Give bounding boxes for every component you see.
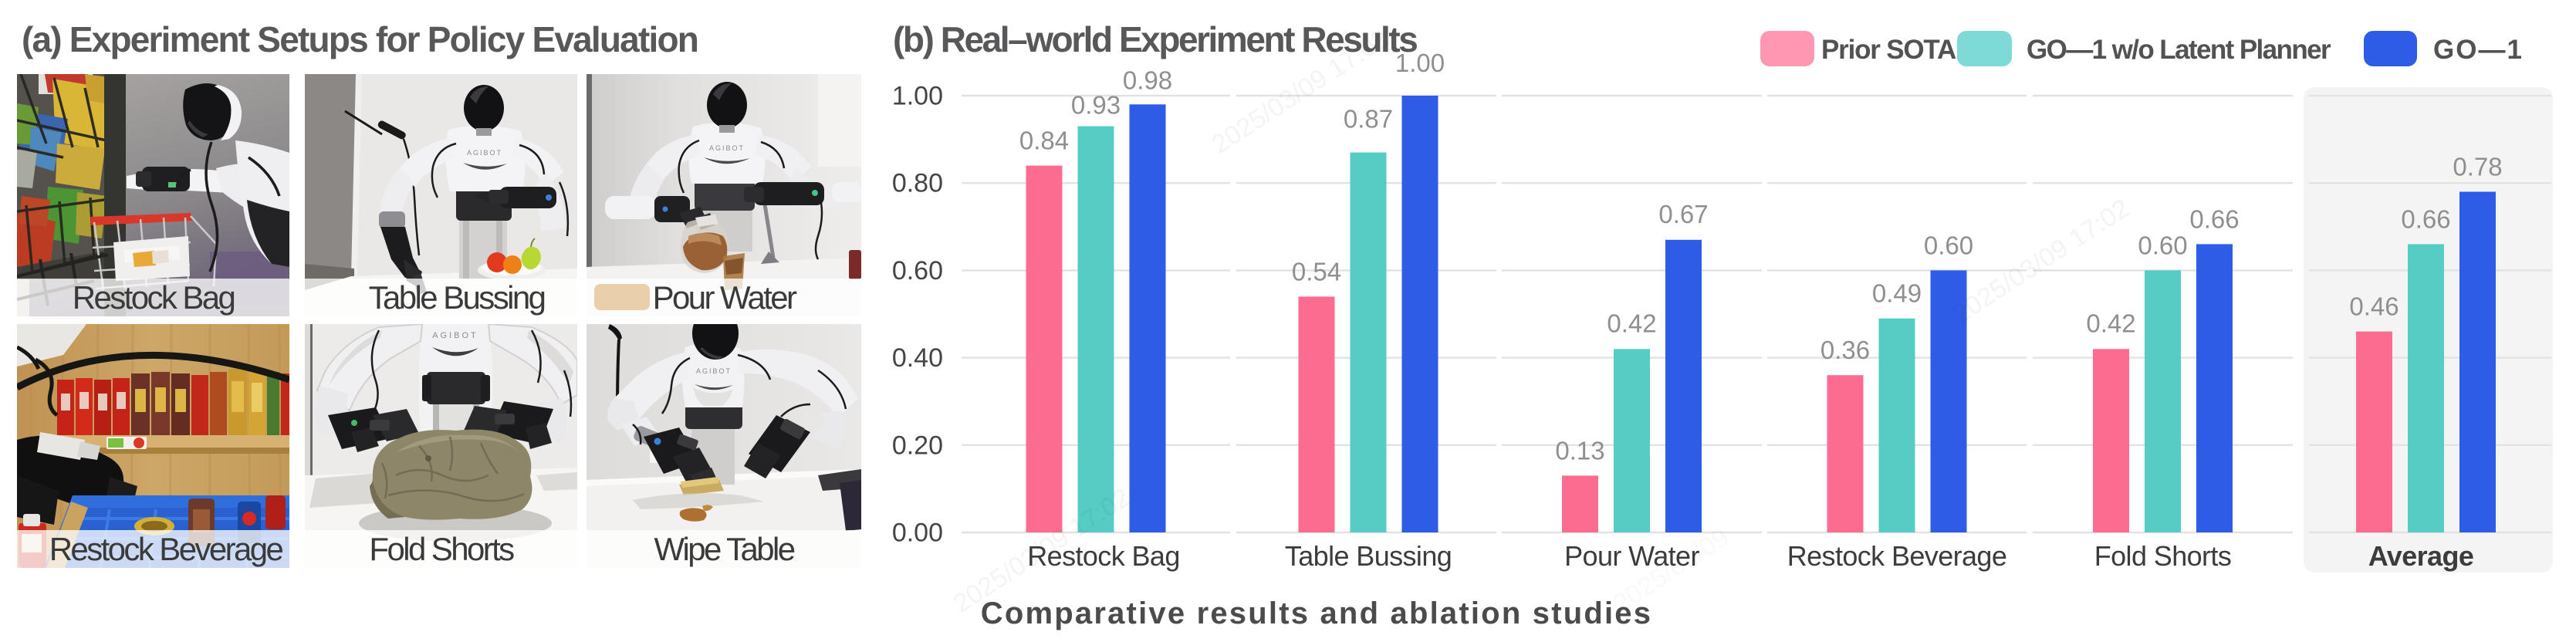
svg-text:0.00: 0.00	[892, 519, 943, 548]
svg-text:2025/03/09 17:02: 2025/03/09 17:02	[1207, 24, 1394, 160]
svg-text:Comparative results and ablati: Comparative results and ablation studies	[981, 596, 1652, 630]
svg-text:1.00: 1.00	[892, 82, 943, 111]
svg-text:AGIBOT: AGIBOT	[467, 149, 502, 157]
svg-text:GO—1: GO—1	[2433, 35, 2524, 65]
svg-text:AGIBOT: AGIBOT	[696, 367, 732, 375]
svg-text:0.84: 0.84	[1019, 127, 1069, 155]
svg-text:Restock Bag: Restock Bag	[1027, 540, 1180, 572]
svg-text:0.66: 0.66	[2189, 204, 2239, 233]
svg-text:0.20: 0.20	[892, 431, 943, 460]
svg-text:0.42: 0.42	[1607, 309, 1656, 337]
svg-text:0.60: 0.60	[1924, 231, 1973, 259]
svg-text:Average: Average	[2368, 540, 2474, 572]
svg-text:Fold Shorts: Fold Shorts	[2094, 540, 2231, 572]
svg-text:Pour Water: Pour Water	[1564, 540, 1699, 572]
svg-text:1.00: 1.00	[1395, 49, 1445, 77]
svg-text:Table Bussing: Table Bussing	[1285, 540, 1452, 572]
svg-text:0.78: 0.78	[2453, 153, 2502, 181]
svg-text:0.93: 0.93	[1071, 91, 1121, 120]
svg-text:0.46: 0.46	[2349, 292, 2399, 321]
svg-text:0.66: 0.66	[2401, 204, 2450, 233]
svg-text:Prior SOTA: Prior SOTA	[1821, 35, 1956, 65]
svg-text:0.98: 0.98	[1123, 66, 1172, 94]
svg-text:GO—1 w/o Latent Planner: GO—1 w/o Latent Planner	[2027, 35, 2331, 65]
svg-text:0.42: 0.42	[2086, 309, 2135, 337]
svg-text:0.13: 0.13	[1555, 436, 1604, 465]
svg-text:Restock Beverage: Restock Beverage	[1787, 540, 2007, 572]
svg-text:0.87: 0.87	[1344, 105, 1393, 133]
svg-text:0.60: 0.60	[892, 256, 943, 286]
svg-text:0.80: 0.80	[892, 169, 943, 198]
svg-text:0.40: 0.40	[892, 343, 943, 373]
svg-text:AGIBOT: AGIBOT	[709, 144, 745, 152]
svg-text:AGIBOT: AGIBOT	[432, 331, 478, 340]
svg-text:0.60: 0.60	[2138, 231, 2187, 259]
svg-text:0.67: 0.67	[1658, 200, 1708, 228]
svg-text:0.36: 0.36	[1820, 336, 1870, 364]
svg-text:0.54: 0.54	[1292, 257, 1341, 286]
svg-text:0.49: 0.49	[1872, 279, 1922, 308]
